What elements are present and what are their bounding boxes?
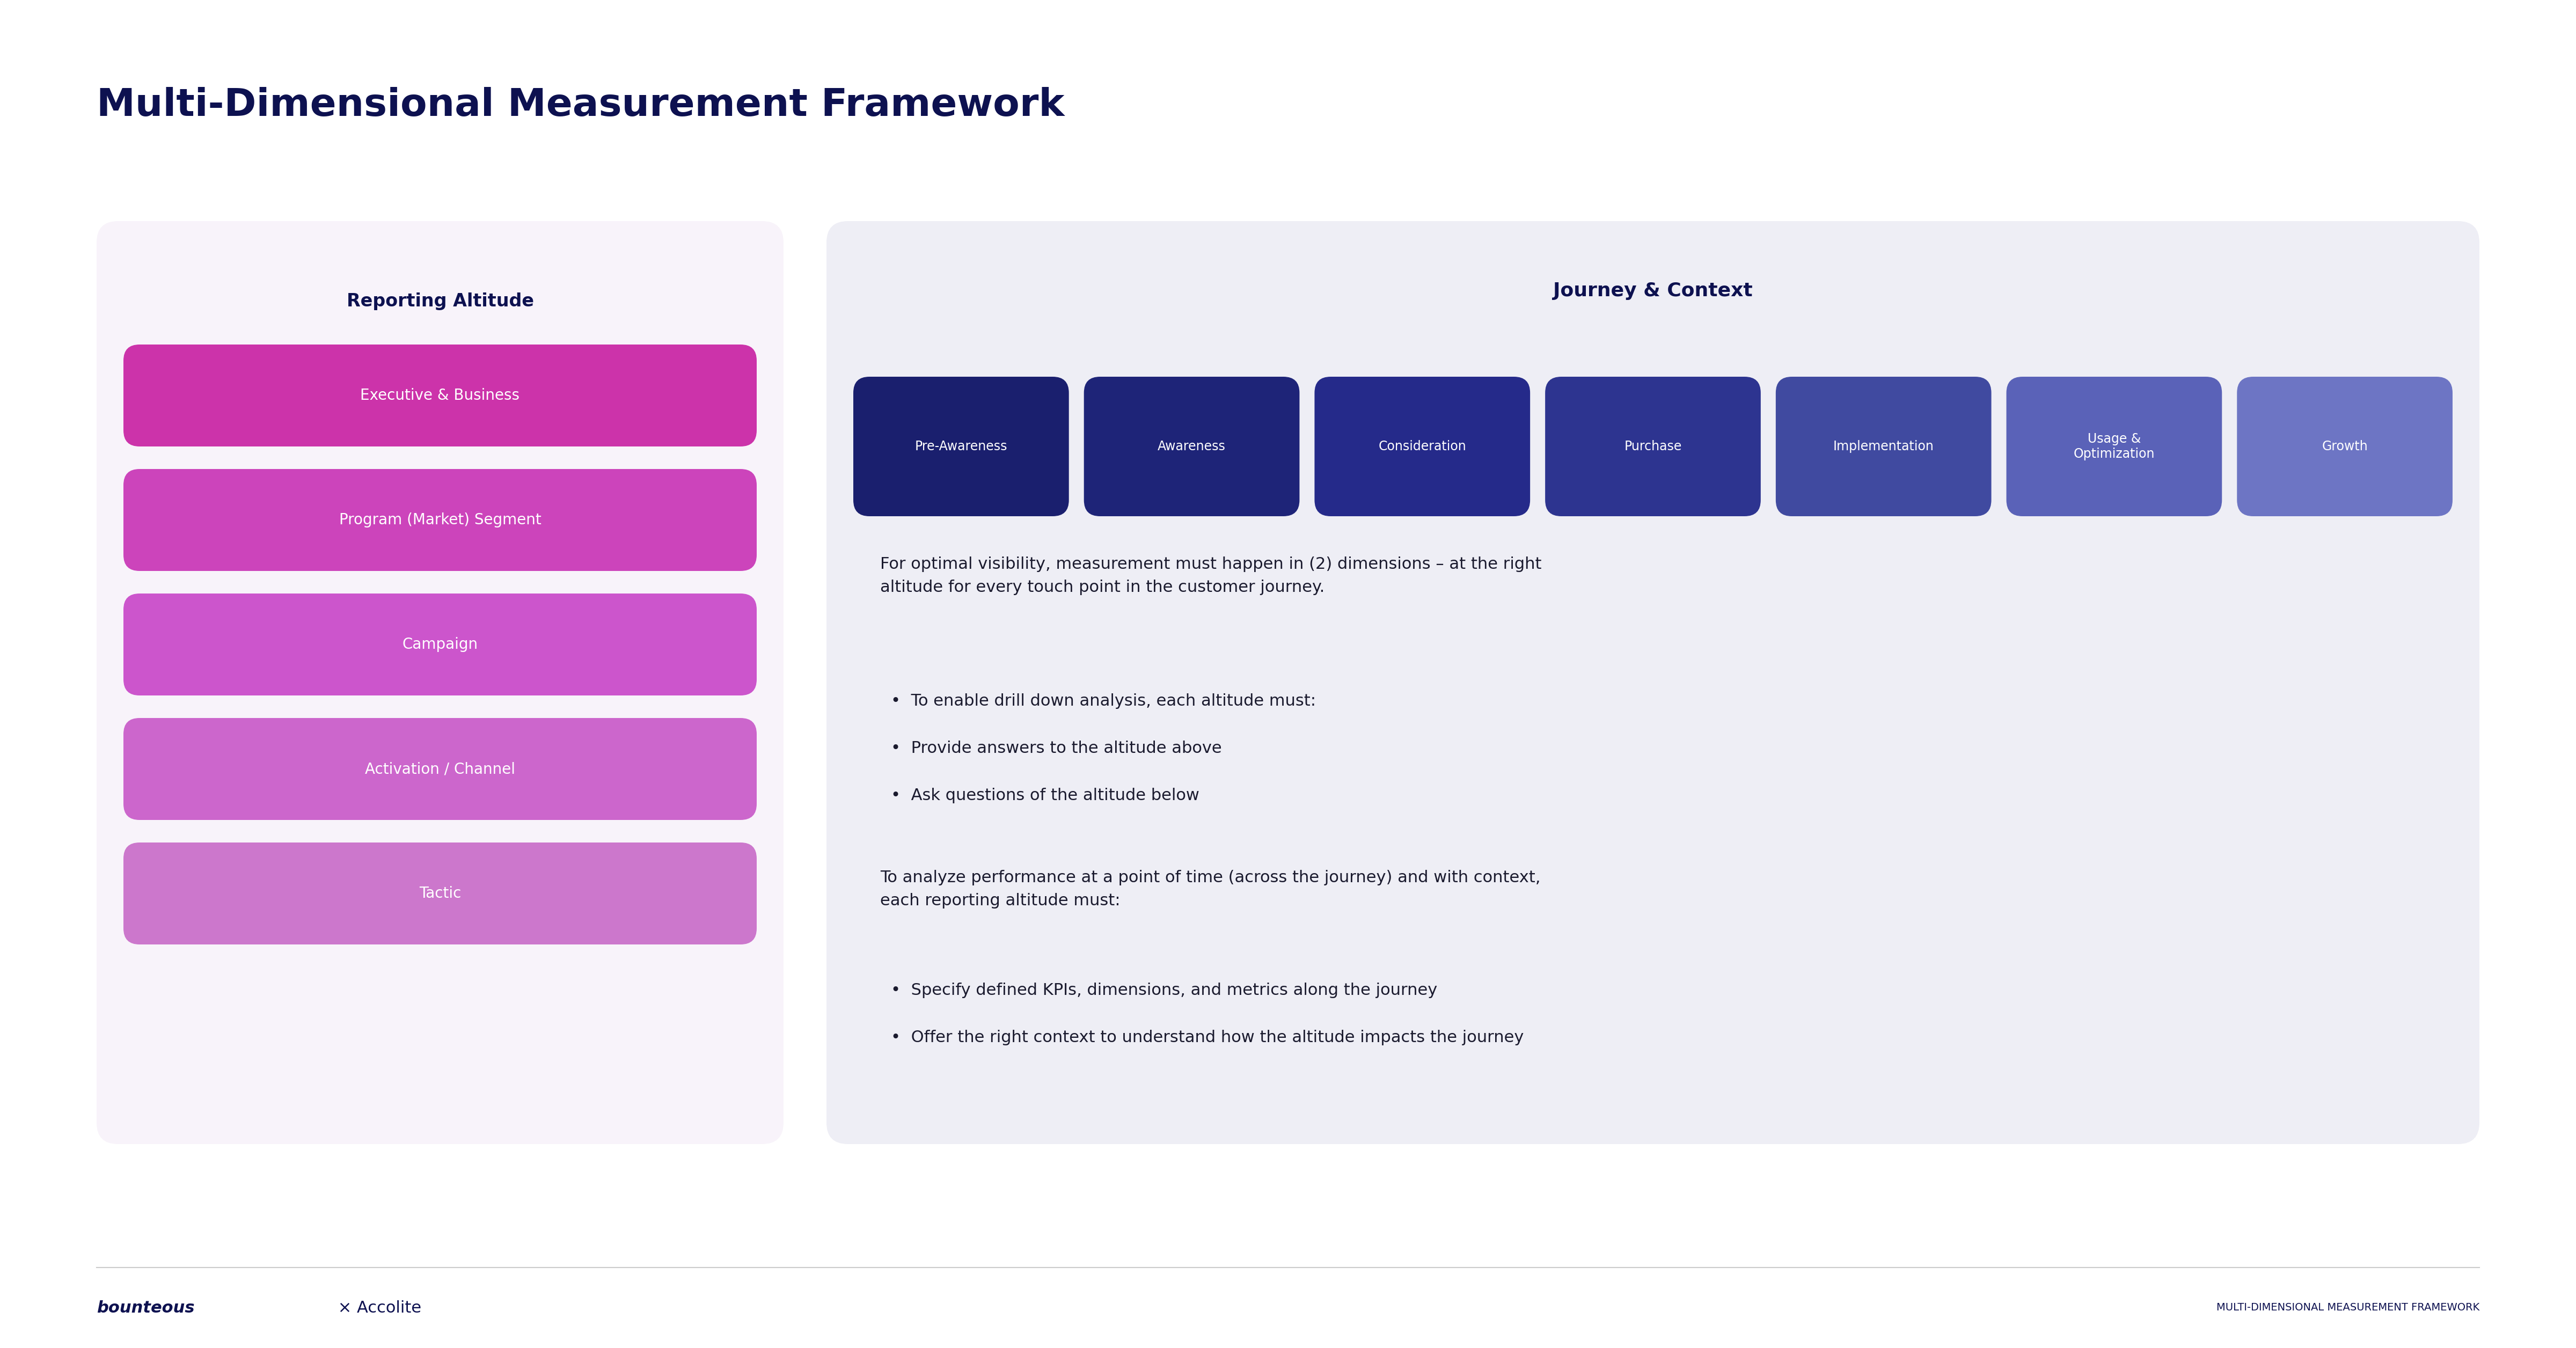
FancyBboxPatch shape — [2236, 376, 2452, 516]
Text: •  Ask questions of the altitude below: • Ask questions of the altitude below — [891, 787, 1200, 803]
Text: Campaign: Campaign — [402, 638, 479, 652]
Text: Growth: Growth — [2321, 439, 2367, 453]
Text: Tactic: Tactic — [420, 886, 461, 900]
FancyBboxPatch shape — [1314, 376, 1530, 516]
Text: •  Specify defined KPIs, dimensions, and metrics along the journey: • Specify defined KPIs, dimensions, and … — [891, 983, 1437, 998]
Text: Program (Market) Segment: Program (Market) Segment — [340, 512, 541, 527]
Text: MULTI-DIMENSIONAL MEASUREMENT FRAMEWORK: MULTI-DIMENSIONAL MEASUREMENT FRAMEWORK — [2215, 1302, 2478, 1313]
Text: Executive & Business: Executive & Business — [361, 388, 520, 403]
FancyBboxPatch shape — [124, 469, 757, 572]
Text: bounteous: bounteous — [98, 1299, 196, 1316]
Text: •  To enable drill down analysis, each altitude must:: • To enable drill down analysis, each al… — [891, 693, 1316, 709]
Text: × Accolite: × Accolite — [332, 1299, 422, 1316]
FancyBboxPatch shape — [124, 593, 757, 696]
Text: Usage &
Optimization: Usage & Optimization — [2074, 433, 2154, 461]
FancyBboxPatch shape — [853, 376, 1069, 516]
FancyBboxPatch shape — [1084, 376, 1298, 516]
Text: Purchase: Purchase — [1623, 439, 1682, 453]
Text: Implementation: Implementation — [1834, 439, 1935, 453]
Text: To analyze performance at a point of time (across the journey) and with context,: To analyze performance at a point of tim… — [881, 869, 1540, 909]
Text: Pre-Awareness: Pre-Awareness — [914, 439, 1007, 453]
Text: Reporting Altitude: Reporting Altitude — [345, 293, 533, 310]
FancyBboxPatch shape — [827, 221, 2478, 1144]
Text: •  Offer the right context to understand how the altitude impacts the journey: • Offer the right context to understand … — [891, 1030, 1525, 1045]
FancyBboxPatch shape — [124, 718, 757, 820]
Text: Awareness: Awareness — [1157, 439, 1226, 453]
FancyBboxPatch shape — [1546, 376, 1762, 516]
Text: Journey & Context: Journey & Context — [1553, 282, 1752, 301]
FancyBboxPatch shape — [98, 221, 783, 1144]
FancyBboxPatch shape — [1775, 376, 1991, 516]
FancyBboxPatch shape — [124, 345, 757, 446]
Text: Multi-Dimensional Measurement Framework: Multi-Dimensional Measurement Framework — [98, 86, 1064, 124]
FancyBboxPatch shape — [2007, 376, 2223, 516]
Text: •  Provide answers to the altitude above: • Provide answers to the altitude above — [891, 740, 1221, 756]
Text: Consideration: Consideration — [1378, 439, 1466, 453]
Text: For optimal visibility, measurement must happen in (2) dimensions – at the right: For optimal visibility, measurement must… — [881, 557, 1540, 594]
FancyBboxPatch shape — [124, 843, 757, 945]
Text: Activation / Channel: Activation / Channel — [366, 762, 515, 776]
